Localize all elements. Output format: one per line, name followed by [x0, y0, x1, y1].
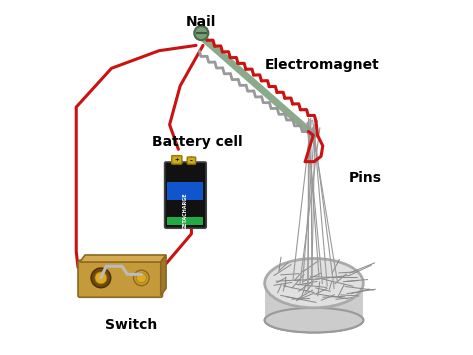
Text: GETACHARGE: GETACHARGE [183, 193, 188, 229]
Ellipse shape [265, 258, 363, 308]
FancyBboxPatch shape [172, 155, 182, 164]
Circle shape [194, 26, 208, 40]
Text: +: + [175, 157, 179, 162]
Circle shape [134, 270, 149, 286]
Text: Pins: Pins [349, 170, 382, 185]
Text: Switch: Switch [105, 318, 157, 332]
Circle shape [137, 273, 146, 283]
Bar [167, 218, 203, 225]
Text: Nail: Nail [186, 16, 217, 29]
Text: Electromagnet: Electromagnet [265, 58, 379, 72]
Polygon shape [80, 255, 166, 262]
Ellipse shape [265, 308, 363, 333]
FancyBboxPatch shape [78, 260, 163, 297]
Bar [167, 182, 203, 200]
Circle shape [91, 268, 111, 288]
Text: Battery cell: Battery cell [152, 135, 243, 149]
Polygon shape [161, 255, 166, 295]
FancyBboxPatch shape [165, 162, 206, 228]
Polygon shape [265, 283, 363, 320]
Circle shape [95, 272, 107, 284]
Text: -: - [190, 158, 193, 164]
FancyBboxPatch shape [187, 157, 196, 164]
